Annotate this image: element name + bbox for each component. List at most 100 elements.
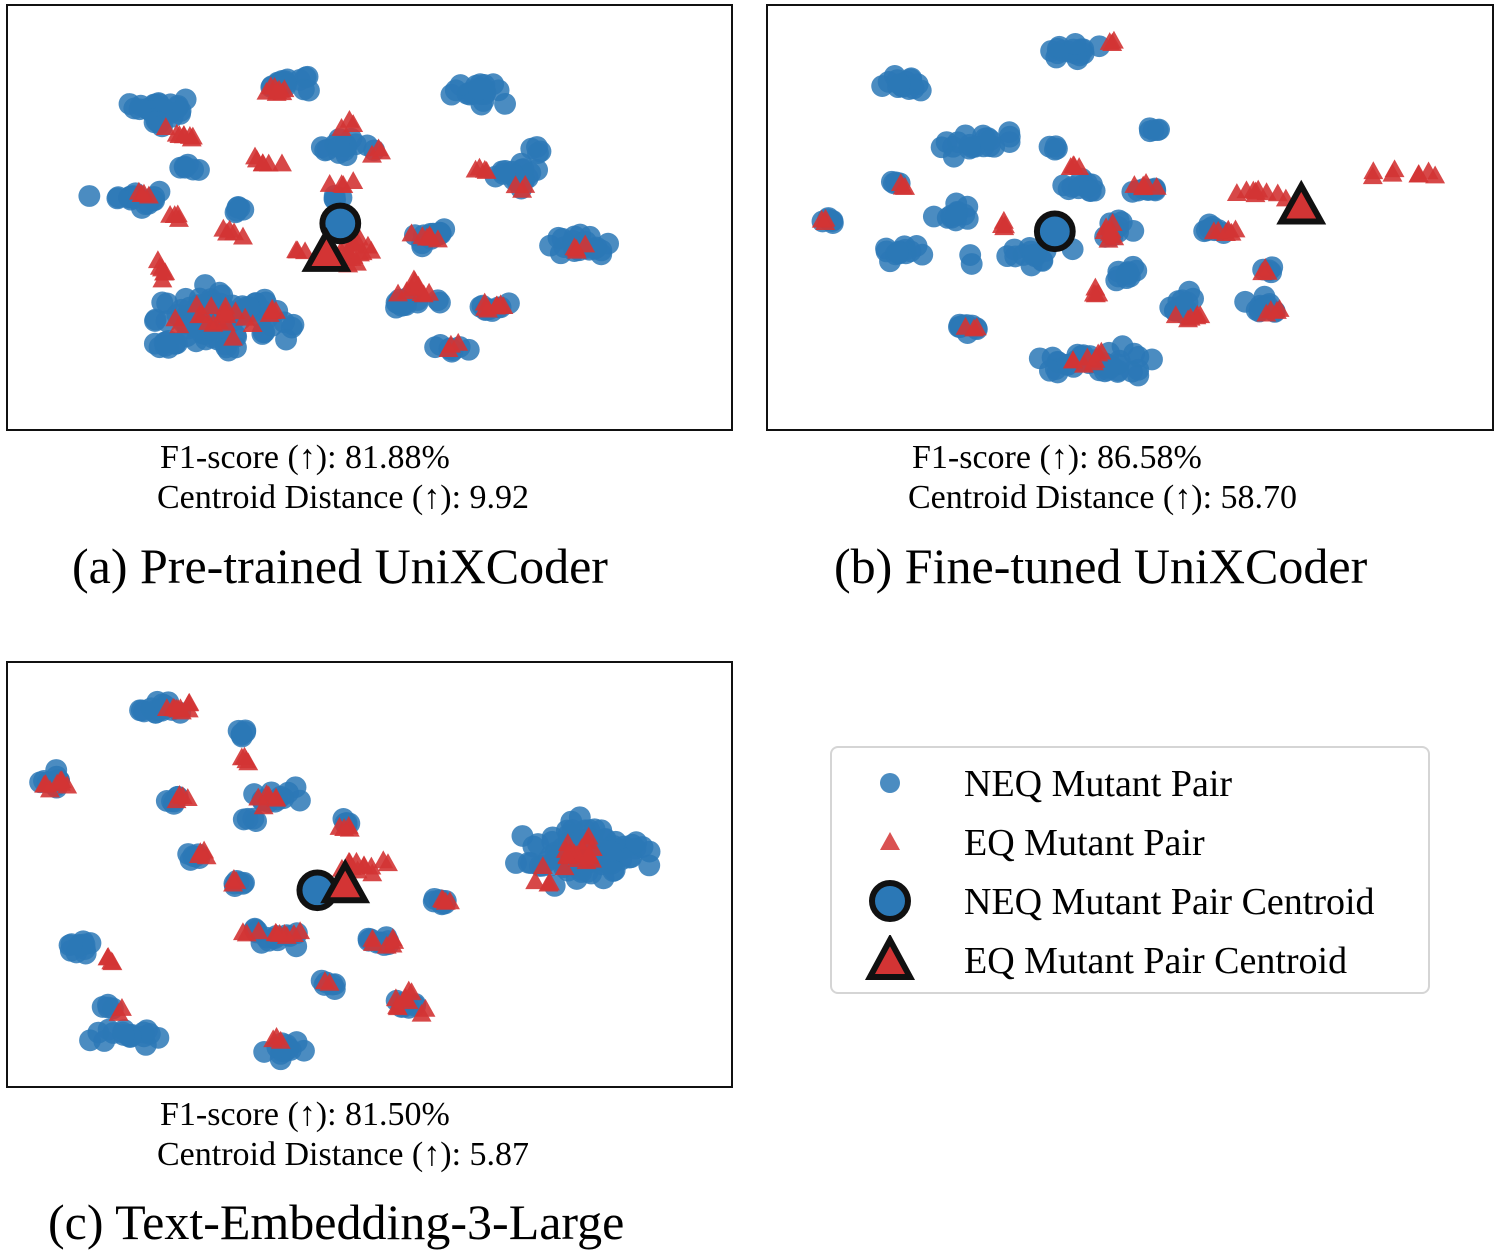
eq-centroid-marker [320, 858, 371, 904]
neq-point [979, 129, 1002, 151]
neq-point [468, 78, 491, 101]
caption-c: (c) Text-Embedding-3-Large [48, 1194, 625, 1250]
neq-point [625, 831, 648, 854]
neq-point [91, 996, 114, 1018]
eq-point [1252, 262, 1273, 281]
eq-point [512, 179, 533, 198]
neq-point [297, 79, 320, 102]
neq-point [155, 331, 177, 354]
eq-point [155, 262, 176, 281]
neq-point [151, 291, 174, 314]
neq-point [234, 719, 257, 742]
neq-point [449, 74, 472, 96]
neq-point [1107, 265, 1130, 288]
eq-point [388, 283, 408, 302]
neq-point [169, 100, 192, 122]
legend-label-neq-centroid: NEQ Mutant Pair Centroid [964, 881, 1375, 923]
neq-point [511, 825, 534, 847]
eq-point [134, 183, 154, 202]
eq-point [236, 750, 257, 769]
neq-point [225, 199, 248, 222]
legend-eq-centroid-icon [864, 935, 916, 980]
eq-centroid-marker [301, 227, 352, 272]
neq-point [560, 810, 583, 833]
neq-point [1045, 137, 1068, 160]
eq-point [112, 997, 132, 1016]
eq-point [401, 982, 422, 1001]
eq-point [403, 269, 424, 288]
neq-point [592, 867, 615, 890]
neq-point [958, 137, 981, 160]
neq-centroid-marker [319, 202, 362, 245]
neq-point [1039, 359, 1061, 382]
eq-point [539, 872, 560, 891]
eq-point [401, 223, 422, 242]
eq-point [1384, 159, 1405, 178]
eq-point [248, 787, 269, 806]
eq-point [1226, 183, 1247, 201]
eq-point [1133, 175, 1154, 194]
legend-eq-marker-icon [880, 832, 900, 850]
eq-point [532, 856, 553, 875]
eq-point [557, 845, 578, 864]
neq-point [60, 933, 83, 956]
eq-point [286, 240, 307, 259]
eq-point [490, 294, 511, 313]
eq-point [811, 209, 832, 228]
eq-point [164, 698, 185, 717]
neq-point [494, 159, 516, 182]
eq-point [362, 928, 383, 947]
eq-point [343, 171, 364, 189]
eq-point [525, 871, 546, 890]
neq-point [911, 243, 934, 266]
eq-point [1088, 283, 1109, 302]
eq-point [186, 294, 207, 313]
eq-point [371, 141, 391, 160]
neq-point [93, 1030, 116, 1052]
legend-neq-marker-icon [880, 773, 900, 793]
scatter-plot-c [29, 690, 661, 1071]
eq-point [1165, 305, 1186, 324]
neq-point [1024, 245, 1047, 268]
eq-point [246, 149, 267, 168]
centroid-distance-a: Centroid Distance (↑): 9.92 [157, 479, 530, 516]
neq-point [1078, 179, 1101, 202]
neq-point [487, 79, 510, 102]
eq-point [566, 240, 587, 259]
eq-point [264, 76, 285, 95]
legend-label-eq: EQ Mutant Pair [964, 822, 1205, 864]
neq-point [182, 158, 205, 181]
eq-point [582, 838, 603, 856]
eq-point [420, 226, 441, 245]
eq-point [1084, 352, 1104, 371]
plot-panel-b [766, 4, 1494, 431]
neq-point [590, 239, 613, 262]
neq-point [128, 98, 151, 121]
eq-point [266, 923, 287, 942]
eq-point [223, 327, 244, 346]
eq-point [177, 788, 198, 807]
f1-score-a: F1-score (↑): 81.88% [160, 439, 450, 476]
neq-point [599, 840, 622, 862]
caption-b: (b) Fine-tuned UniXCoder [834, 538, 1368, 594]
legend-item-neq-centroid: NEQ Mutant Pair Centroid [832, 876, 1428, 926]
eq-point [50, 770, 71, 789]
neq-point [944, 204, 967, 227]
eq-point [474, 159, 495, 178]
eq-point [1225, 219, 1246, 238]
eq-point [895, 177, 916, 195]
neq-point [998, 125, 1021, 148]
eq-point [435, 891, 456, 910]
eq-point [1203, 221, 1224, 240]
legend-label-neq: NEQ Mutant Pair [964, 763, 1233, 805]
neq-centroid-marker [1033, 210, 1076, 253]
neq-point [930, 136, 953, 159]
eq-point [259, 304, 280, 322]
eq-point [398, 991, 419, 1010]
neq-point [1108, 349, 1131, 372]
legend-label-eq-centroid: EQ Mutant Pair Centroid [964, 940, 1348, 982]
eq-point [438, 339, 459, 357]
eq-point [235, 307, 256, 326]
eq-point [167, 204, 188, 223]
eq-point [178, 693, 199, 712]
